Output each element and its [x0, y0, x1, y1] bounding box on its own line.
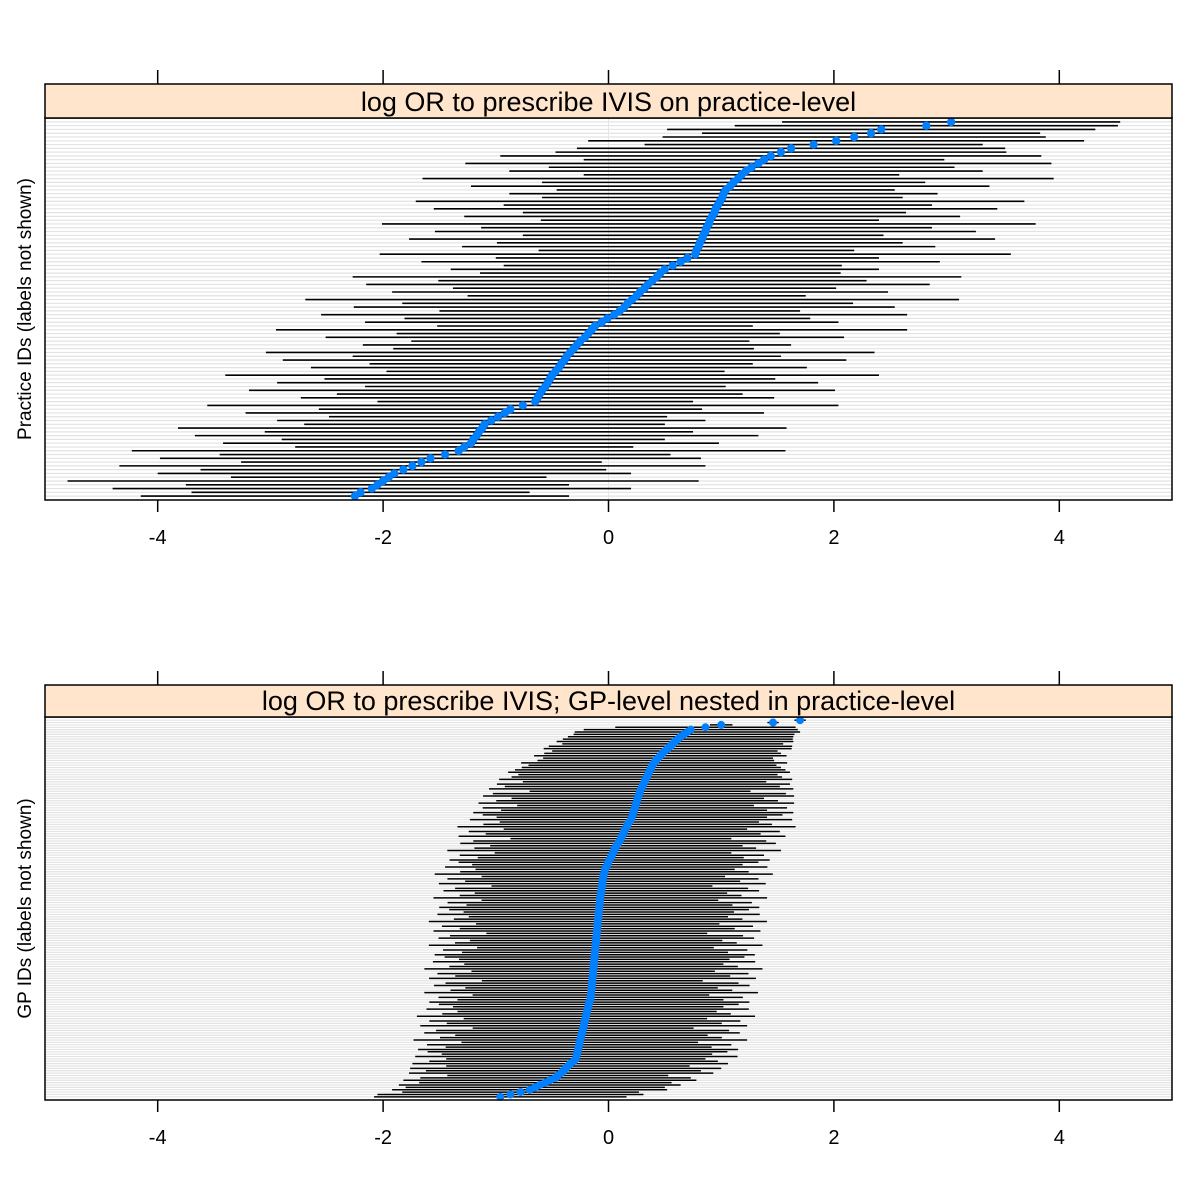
estimate-point [516, 1088, 525, 1097]
estimate-point [417, 457, 426, 467]
estimate-point [809, 140, 818, 149]
x-tick-label: 4 [1054, 1127, 1065, 1149]
x-tick-label: -4 [149, 1127, 167, 1149]
estimate-point [747, 163, 756, 172]
estimate-point [603, 314, 612, 323]
estimate-point [701, 723, 710, 732]
estimate-point [766, 151, 775, 161]
x-tick-label: 2 [828, 527, 839, 549]
strip-title: log OR to prescribe IVIS on practice-lev… [361, 87, 856, 117]
x-tick-label: -4 [149, 527, 167, 549]
estimate-point [390, 469, 399, 478]
strip-title: log OR to prescribe IVIS; GP-level neste… [262, 686, 955, 716]
estimate-point [440, 450, 450, 459]
estimate-point [487, 416, 496, 425]
estimate-point [676, 257, 685, 266]
y-axis-label: GP IDs (labels not shown) [15, 798, 36, 1018]
estimate-point [717, 720, 726, 729]
plot-background [45, 717, 1172, 1100]
estimate-point [408, 461, 417, 471]
estimate-point [686, 725, 695, 734]
estimate-point [480, 420, 489, 429]
estimate-point [922, 121, 931, 130]
y-axis-label: Practice IDs (labels not shown) [15, 178, 36, 440]
estimate-point [399, 465, 408, 474]
panel-practice-level: log OR to prescribe IVIS on practice-lev… [15, 70, 1173, 549]
strip-header [44, 684, 1173, 718]
estimate-point [831, 136, 841, 145]
estimate-point [769, 718, 778, 727]
x-tick-label: 0 [603, 1127, 614, 1149]
estimate-point [759, 155, 769, 164]
x-tick-label: 2 [828, 1127, 839, 1149]
x-tick-label: 0 [603, 527, 614, 549]
estimate-point [590, 321, 600, 331]
estimate-point [496, 1092, 505, 1101]
estimate-point [683, 253, 692, 263]
estimate-point [460, 442, 469, 452]
x-tick-label: -2 [374, 527, 392, 549]
strip-header [44, 83, 1173, 119]
estimate-point [877, 125, 886, 134]
estimate-point [356, 488, 365, 497]
estimate-point [796, 716, 805, 725]
x-tick-label: 4 [1054, 527, 1065, 549]
estimate-point [506, 404, 515, 414]
estimate-point [866, 129, 876, 138]
estimate-point [946, 117, 956, 127]
estimate-point [668, 261, 677, 270]
panel-gp-level: log OR to prescribe IVIS; GP-level neste… [15, 671, 1173, 1149]
estimate-point [776, 147, 786, 157]
estimate-point [786, 144, 796, 153]
estimate-point [518, 401, 528, 410]
estimate-point [493, 412, 503, 421]
estimate-point [506, 1090, 515, 1099]
estimate-point [426, 454, 435, 463]
estimate-point [849, 132, 859, 142]
estimate-point [660, 265, 670, 274]
x-tick-label: -2 [374, 1127, 392, 1149]
